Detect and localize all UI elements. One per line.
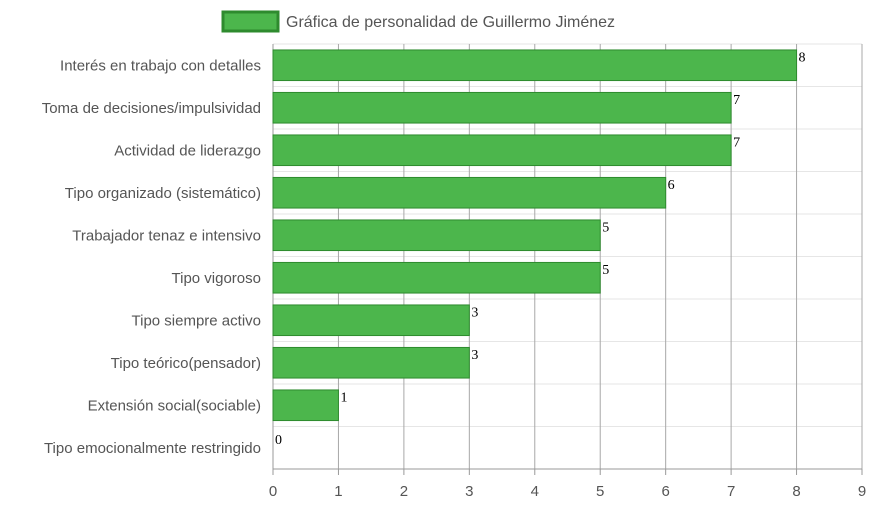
data-label: 6 (668, 178, 675, 193)
x-tick-label: 2 (400, 483, 408, 500)
bar[interactable] (272, 134, 732, 167)
category-label: Tipo organizado (sistemático) (65, 185, 261, 202)
bar[interactable] (272, 304, 470, 337)
x-tick-label: 8 (792, 483, 800, 500)
data-label: 5 (602, 263, 609, 278)
x-tick-label: 5 (596, 483, 604, 500)
category-label: Actividad de liderazgo (114, 142, 261, 159)
bar[interactable] (272, 176, 667, 209)
data-label: 8 (799, 50, 806, 65)
data-label: 7 (733, 135, 740, 150)
data-label: 3 (471, 305, 478, 320)
category-label: Tipo teórico(pensador) (111, 355, 261, 372)
data-label: 1 (340, 390, 347, 405)
x-axis-tick-labels: 0 1 2 3 4 5 6 7 8 9 (269, 483, 866, 500)
category-label: Tipo siempre activo (132, 312, 262, 329)
x-tick-label: 6 (661, 483, 669, 500)
x-tick-label: 4 (531, 483, 539, 500)
category-label: Extensión social(sociable) (88, 397, 261, 414)
x-tick-label: 7 (727, 483, 735, 500)
category-label: Tipo vigoroso (172, 270, 262, 287)
bar[interactable] (272, 49, 798, 82)
bar[interactable] (272, 346, 470, 379)
data-label: 0 (275, 433, 282, 448)
legend-label: Gráfica de personalidad de Guillermo Jim… (286, 14, 615, 31)
x-tick-label: 0 (269, 483, 277, 500)
bars (272, 49, 798, 422)
bar[interactable] (272, 219, 601, 252)
category-label: Toma de decisiones/impulsividad (42, 100, 261, 117)
x-tick-label: 1 (334, 483, 342, 500)
data-label: 5 (602, 220, 609, 235)
data-label: 3 (471, 348, 478, 363)
bar[interactable] (272, 91, 732, 124)
x-tick-label: 3 (465, 483, 473, 500)
bar[interactable] (272, 261, 601, 294)
category-labels: Interés en trabajo con detalles Toma de d… (42, 57, 261, 457)
legend-swatch (221, 10, 280, 33)
category-label: Tipo emocionalmente restringido (44, 440, 261, 457)
legend[interactable]: Gráfica de personalidad de Guillermo Jim… (221, 10, 615, 33)
category-label: Trabajador tenaz e intensivo (72, 227, 261, 244)
data-label: 7 (733, 93, 740, 108)
bar[interactable] (272, 389, 339, 422)
data-labels: 8 7 7 6 5 5 3 3 1 0 (275, 50, 806, 448)
category-label: Interés en trabajo con detalles (60, 57, 261, 74)
x-tick-label: 9 (858, 483, 866, 500)
